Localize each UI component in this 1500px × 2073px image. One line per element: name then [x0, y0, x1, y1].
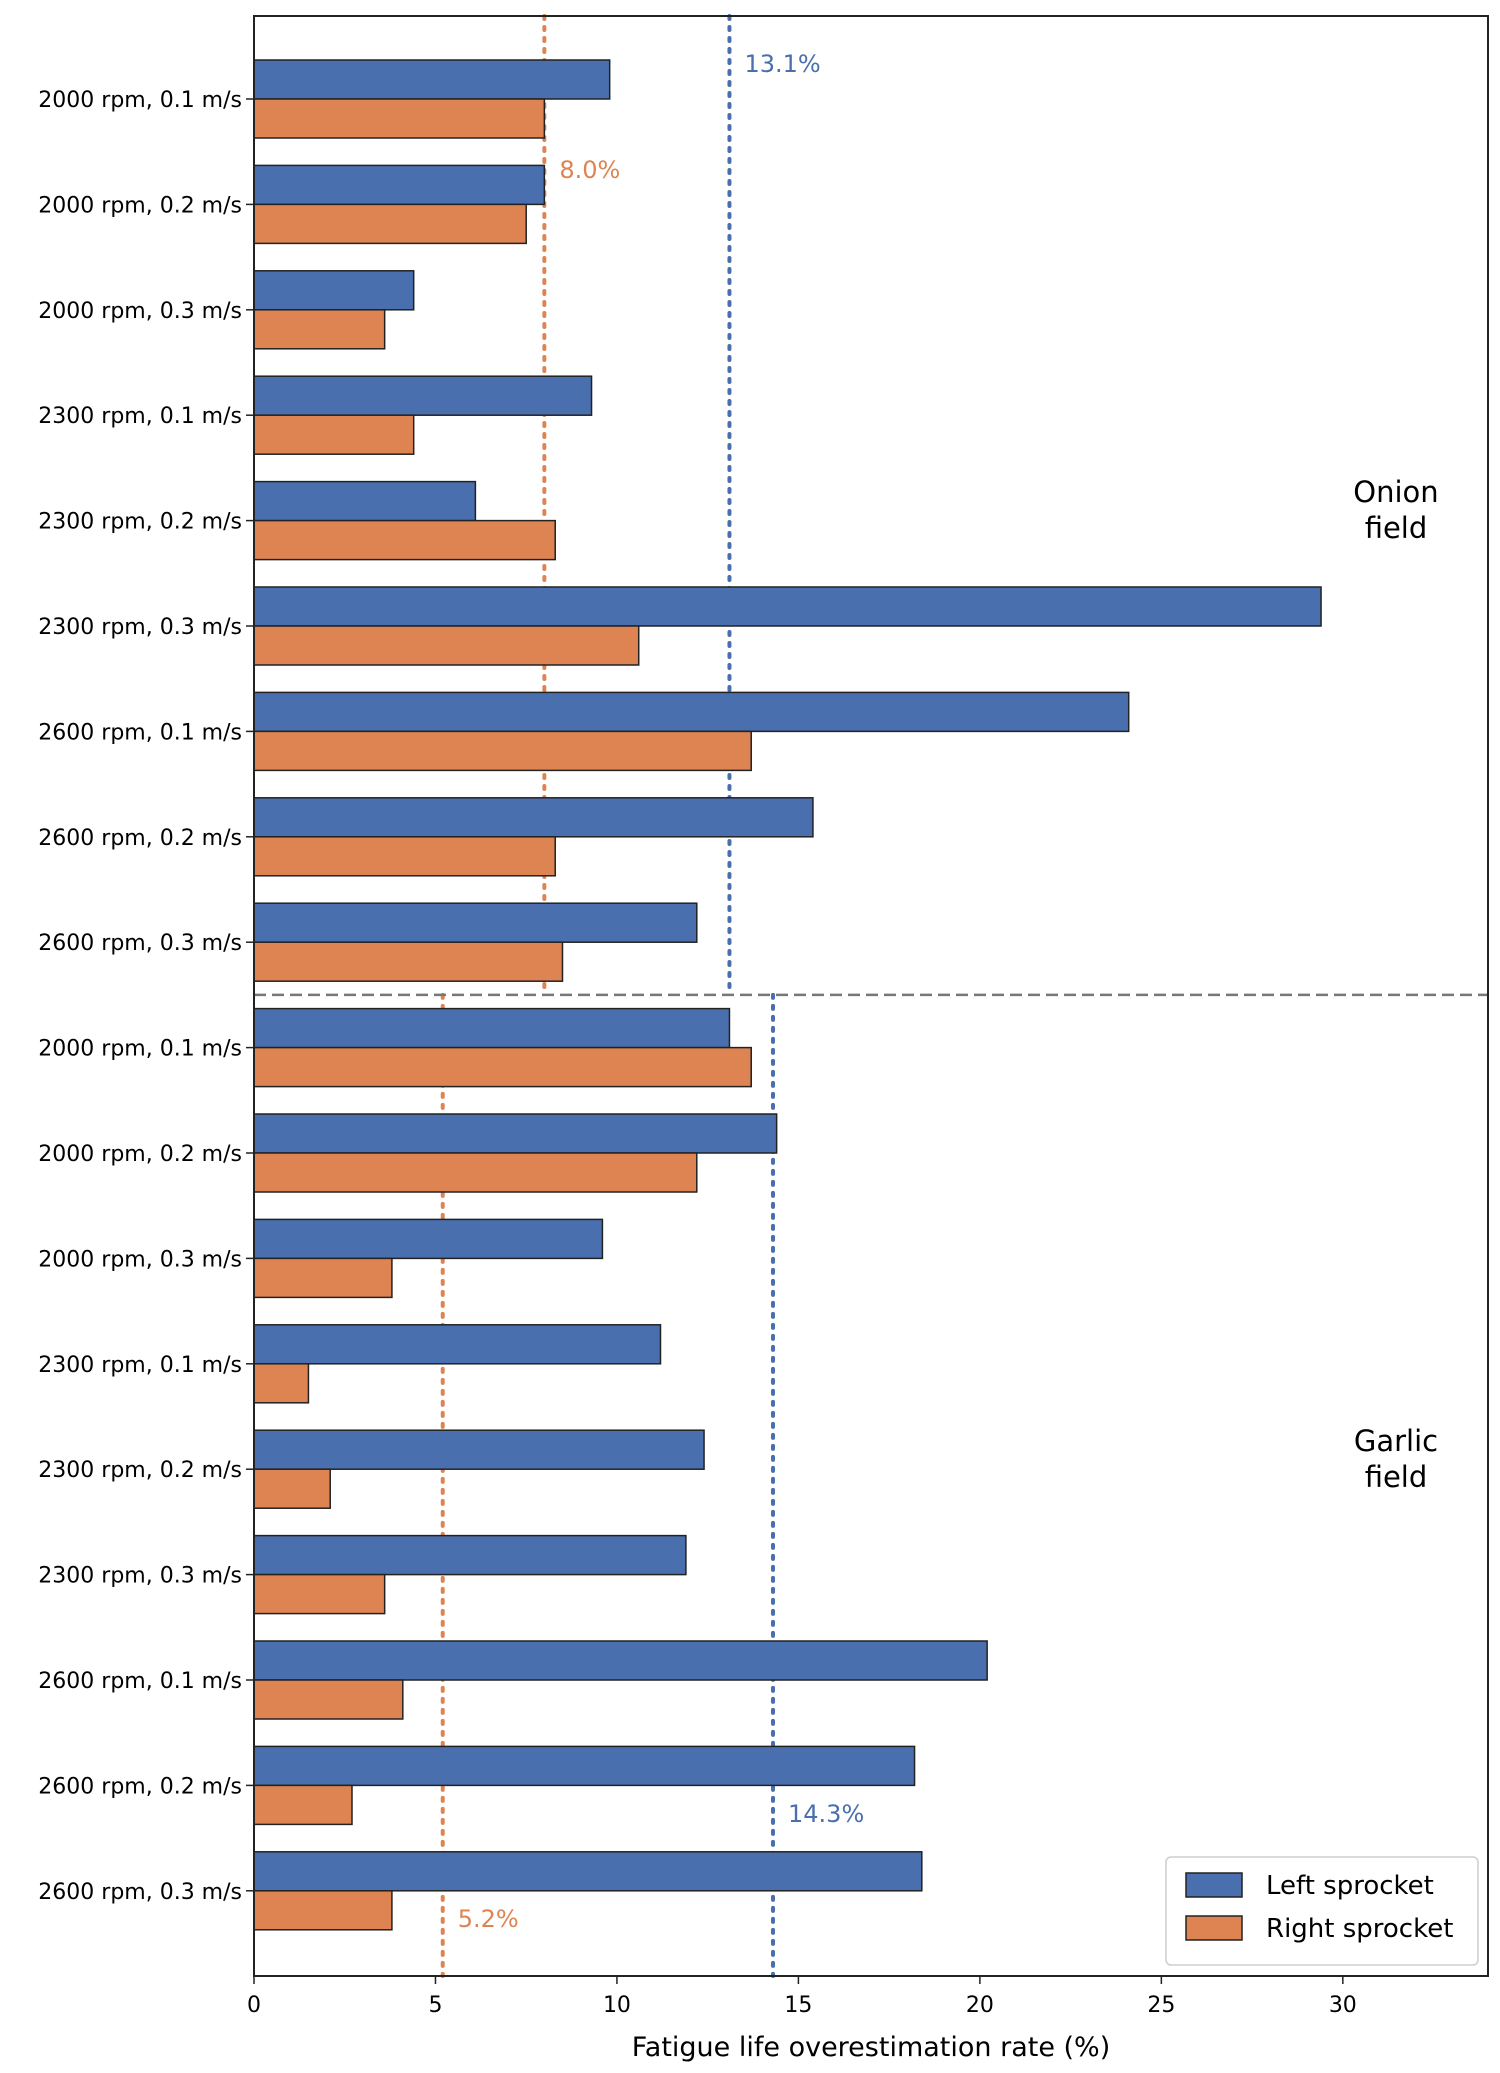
x-axis-title: Fatigue life overestimation rate (%) [632, 2032, 1111, 2063]
left-sprocket-bar [253, 1007, 731, 1049]
y-tick-label: 2000 rpm, 0.2 m/s [38, 193, 242, 218]
left-sprocket-bar [253, 1218, 604, 1260]
y-tick-label: 2000 rpm, 0.3 m/s [38, 1247, 242, 1272]
left-sprocket-bar [253, 1534, 687, 1576]
right-sprocket-bar [253, 1679, 404, 1720]
y-tick-label: 2300 rpm, 0.3 m/s [38, 615, 242, 640]
right-sprocket-bar [253, 203, 527, 245]
legend-label: Right sprocket [1266, 1914, 1453, 1944]
left-sprocket-bar [253, 1324, 662, 1365]
y-tick-label: 2600 rpm, 0.1 m/s [38, 720, 242, 745]
plot-frame [253, 15, 1489, 1977]
annotations: 13.1% 8.0% 14.3% 5.2% [458, 50, 865, 1933]
left-sprocket-bar [253, 902, 698, 943]
x-tick-label: 30 [1329, 1993, 1357, 2018]
right-sprocket-bar [253, 625, 640, 666]
right-sprocket-bar [253, 836, 556, 877]
right-sprocket-bar [253, 309, 386, 350]
right-sprocket-bar [253, 730, 752, 772]
left-sprocket-bar [253, 1851, 923, 1892]
y-tick-label: 2300 rpm, 0.1 m/s [38, 1353, 242, 1378]
left-sprocket-bar [253, 1113, 778, 1154]
right-sprocket-bar [253, 98, 546, 139]
y-tick-label: 2600 rpm, 0.2 m/s [38, 826, 242, 851]
y-tick-label: 2000 rpm, 0.1 m/s [38, 88, 242, 113]
right-sprocket-bar [253, 1573, 386, 1615]
legend-box [1165, 1856, 1479, 1966]
right-sprocket-bar [253, 1784, 353, 1826]
y-tick-label: 2600 rpm, 0.3 m/s [38, 1880, 242, 1905]
x-axis: 0 5 10 15 20 25 30 [247, 1976, 1357, 2018]
right-sprocket-bar [253, 941, 564, 982]
y-tick-label: 2300 rpm, 0.3 m/s [38, 1564, 242, 1589]
left-sprocket-bar [253, 691, 1130, 733]
right-sprocket-bar [253, 1890, 393, 1931]
y-axis: 2000 rpm, 0.1 m/s 2000 rpm, 0.2 m/s 2000 r… [38, 88, 254, 1905]
left-sprocket-bar [253, 480, 477, 522]
right-sprocket-bar [253, 1468, 331, 1509]
y-tick-label: 2600 rpm, 0.3 m/s [38, 931, 242, 956]
y-tick-label: 2000 rpm, 0.2 m/s [38, 1142, 242, 1167]
right-mean-label-garlic: 5.2% [458, 1905, 519, 1933]
right-mean-label-onion: 8.0% [559, 156, 620, 184]
x-tick-label: 20 [966, 1993, 994, 2018]
left-sprocket-bar [253, 375, 593, 416]
right-sprocket-bar [253, 1363, 310, 1404]
y-tick-label: 2300 rpm, 0.2 m/s [38, 1458, 242, 1483]
legend-swatch [1185, 1915, 1243, 1941]
legend-swatch [1185, 1872, 1243, 1898]
x-tick-label: 15 [784, 1993, 812, 2018]
left-sprocket-bar [253, 1640, 988, 1681]
right-sprocket-bar [253, 1257, 393, 1299]
left-sprocket-bar [253, 164, 546, 206]
right-sprocket-bar [253, 1152, 698, 1193]
field-label: Onion field [1353, 475, 1438, 545]
left-mean-label-garlic: 14.3% [788, 1800, 864, 1828]
left-sprocket-bar [253, 797, 814, 838]
left-sprocket-bar [253, 586, 1322, 627]
y-tick-label: 2300 rpm, 0.2 m/s [38, 510, 242, 535]
y-tick-label: 2000 rpm, 0.1 m/s [38, 1037, 242, 1062]
x-tick-label: 10 [603, 1993, 631, 2018]
left-sprocket-bar [253, 59, 611, 100]
legend-label: Left sprocket [1266, 1871, 1434, 1901]
right-sprocket-bar [253, 1046, 752, 1088]
left-sprocket-bar [253, 1745, 916, 1787]
left-sprocket-bar [253, 270, 415, 311]
x-tick-label: 5 [428, 1993, 442, 2018]
y-tick-label: 2600 rpm, 0.2 m/s [38, 1774, 242, 1799]
field-label-line: field [1365, 1460, 1428, 1494]
y-tick-label: 2300 rpm, 0.1 m/s [38, 404, 242, 429]
right-sprocket-bar [253, 414, 415, 455]
field-label-line: Onion [1353, 475, 1438, 509]
x-tick-label: 25 [1147, 1993, 1175, 2018]
left-sprocket-bar [253, 1429, 705, 1470]
bars [253, 59, 1322, 1931]
left-mean-label-onion: 13.1% [744, 50, 820, 78]
field-label-line: Garlic [1354, 1424, 1438, 1458]
field-label-line: field [1365, 511, 1428, 545]
y-tick-label: 2000 rpm, 0.3 m/s [38, 299, 242, 324]
field-label: Garlic field [1354, 1424, 1438, 1494]
right-sprocket-bar [253, 519, 556, 561]
legend: Left sprocket Right sprocket [1165, 1856, 1479, 1966]
x-tick-label: 0 [247, 1993, 261, 2018]
y-tick-label: 2600 rpm, 0.1 m/s [38, 1669, 242, 1694]
